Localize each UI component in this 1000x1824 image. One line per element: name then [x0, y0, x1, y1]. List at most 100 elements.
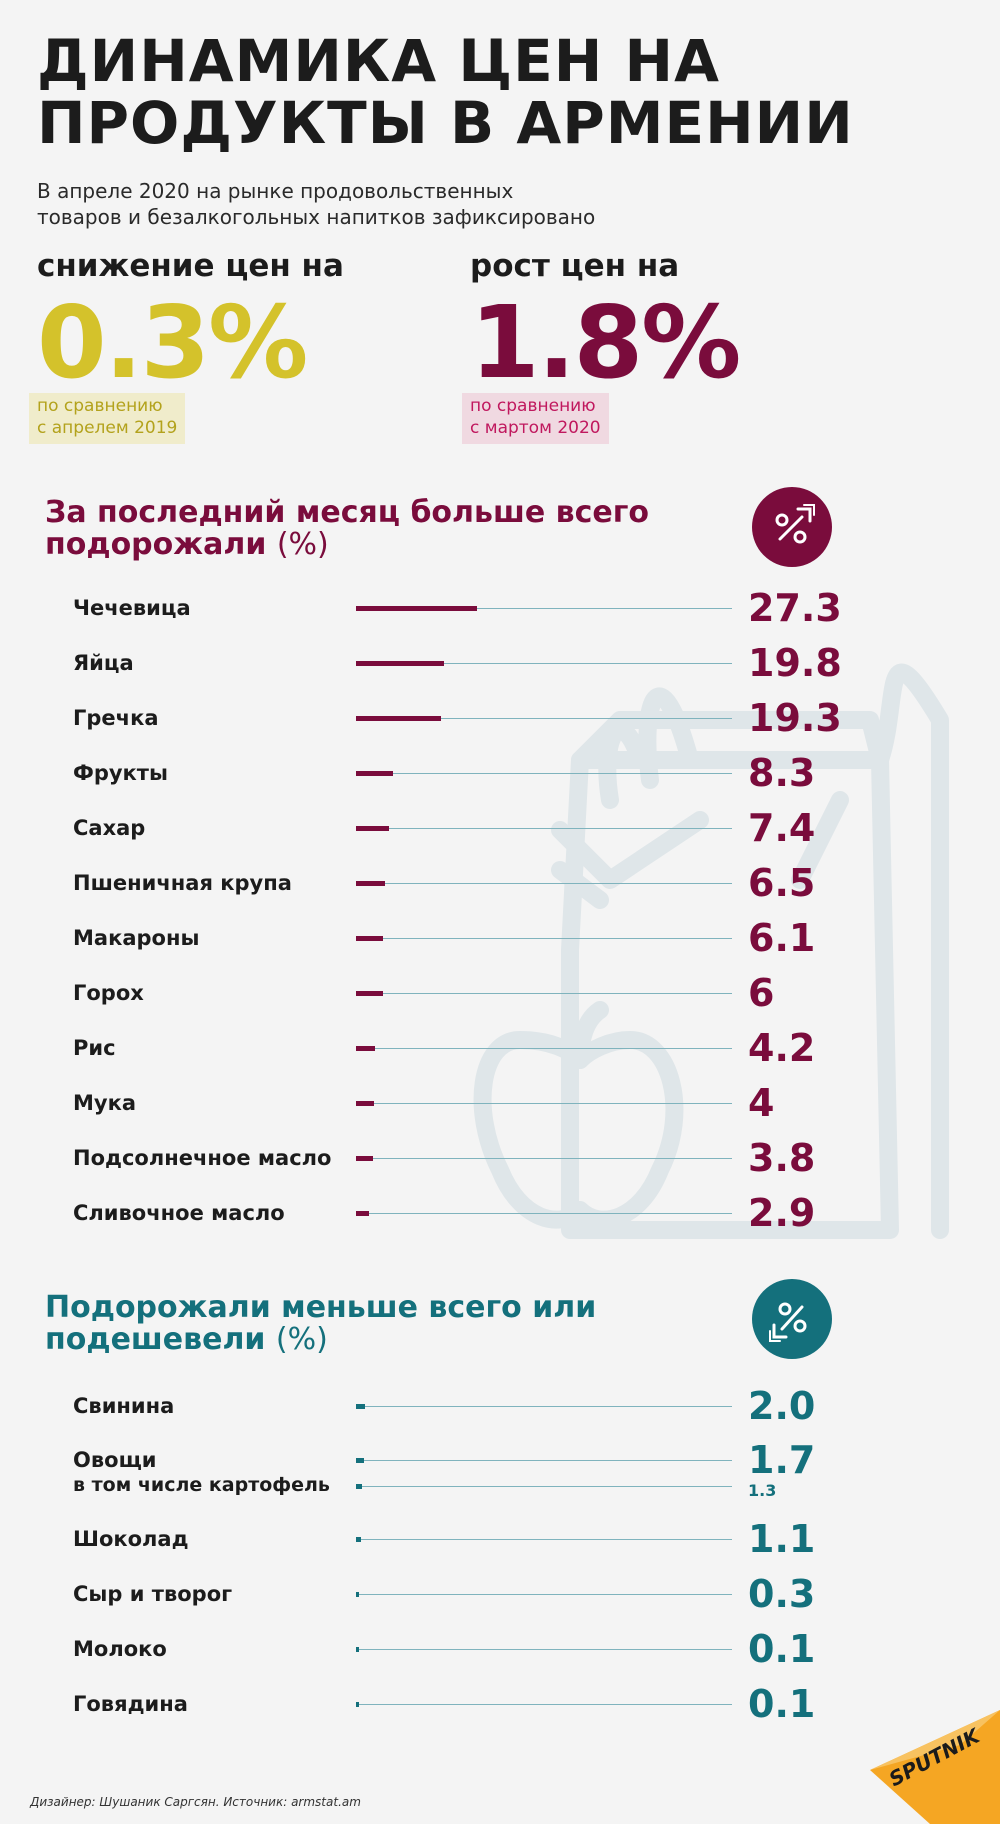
category-label: Фрукты [73, 761, 168, 785]
kpi-decrease-note: по сравнению с апрелем 2019 [29, 393, 186, 444]
value-label: 2.0 [748, 1384, 816, 1428]
category-label: Яйца [73, 651, 134, 675]
category-label: Свинина [73, 1394, 175, 1418]
bar [356, 1702, 359, 1707]
percent-down-icon [752, 1279, 832, 1359]
bar [356, 771, 393, 776]
guide-line [356, 718, 732, 719]
category-label: Рис [73, 1036, 116, 1060]
section-down-title-line-2: подешевели [45, 1322, 266, 1357]
bar [356, 1046, 375, 1051]
guide-line [356, 1486, 732, 1487]
category-label: Макароны [73, 926, 200, 950]
value-label: 1.1 [748, 1517, 816, 1561]
section-up-title-line-1: За последний месяц больше всего [45, 495, 650, 530]
guide-line [356, 1704, 732, 1705]
kpi-decrease-note-line-2: с апрелем 2019 [37, 418, 178, 438]
kpi-increase-value: 1.8% [470, 284, 741, 401]
guide-line [356, 663, 732, 664]
section-down-title: Подорожали меньше всего или подешевели (… [45, 1292, 695, 1356]
guide-line [356, 1048, 732, 1049]
page-subtitle: В апреле 2020 на рынке продовольственных… [37, 178, 737, 230]
value-label: 4.2 [748, 1026, 816, 1070]
value-label: 4 [748, 1081, 775, 1125]
category-label: Сыр и творог [73, 1582, 233, 1606]
kpi-increase-note-line-1: по сравнению [470, 396, 596, 416]
value-label: 0.3 [748, 1572, 816, 1616]
footer-credit: Дизайнер: Шушаник Саргсян. Источник: arm… [30, 1795, 361, 1809]
bar [356, 1537, 361, 1542]
bar [356, 661, 444, 666]
category-label: Сахар [73, 816, 146, 840]
category-label: Чечевица [73, 596, 191, 620]
bar [356, 606, 477, 611]
kpi-decrease-label: снижение цен на [37, 248, 344, 284]
guide-line [356, 773, 732, 774]
guide-line [356, 1213, 732, 1214]
bar [356, 1101, 374, 1106]
category-label: Овощи [73, 1448, 157, 1472]
category-label: Пшеничная крупа [73, 871, 292, 895]
bar [356, 826, 389, 831]
category-label: Гречка [73, 706, 159, 730]
value-label: 6 [748, 971, 775, 1015]
value-label: 2.9 [748, 1191, 816, 1235]
category-label: Говядина [73, 1692, 188, 1716]
bar [356, 881, 385, 886]
value-label: 6.1 [748, 916, 816, 960]
guide-line [356, 993, 732, 994]
guide-line [356, 1539, 732, 1540]
title-line-1: ДИНАМИКА ЦЕН НА [37, 27, 720, 95]
section-up-title-line-2: подорожали [45, 527, 267, 562]
section-up-title: За последний месяц больше всего подорожа… [45, 497, 695, 561]
category-label: Молоко [73, 1637, 167, 1661]
guide-line [356, 1460, 732, 1461]
value-label: 19.3 [748, 696, 842, 740]
category-label: Мука [73, 1091, 137, 1115]
section-down-title-line-1: Подорожали меньше всего или [45, 1290, 597, 1325]
guide-line [356, 1594, 732, 1595]
category-label: в том числе картофель [73, 1474, 330, 1496]
guide-line [356, 828, 732, 829]
guide-line [356, 1406, 732, 1407]
value-label: 6.5 [748, 861, 816, 905]
bar [356, 1647, 359, 1652]
kpi-decrease-note-line-1: по сравнению [37, 396, 163, 416]
section-down-unit: (%) [275, 1322, 328, 1357]
guide-line [356, 1158, 732, 1159]
bar [356, 1156, 373, 1161]
category-label: Горох [73, 981, 144, 1005]
subtitle-line-2: товаров и безалкогольных напитков зафикс… [37, 205, 596, 229]
section-up-unit: (%) [276, 527, 329, 562]
guide-line [356, 938, 732, 939]
guide-line [356, 883, 732, 884]
category-label: Подсолнечное масло [73, 1146, 332, 1170]
bar [356, 936, 383, 941]
bar [356, 1211, 369, 1216]
percent-up-icon-glyph [775, 504, 815, 544]
value-label: 3.8 [748, 1136, 816, 1180]
page-title: ДИНАМИКА ЦЕН НА ПРОДУКТЫ В АРМЕНИИ [37, 30, 937, 154]
bar [356, 716, 442, 721]
guide-line [356, 1103, 732, 1104]
guide-line [356, 1649, 732, 1650]
bar [356, 991, 383, 996]
value-label: 0.1 [748, 1627, 816, 1671]
value-label: 27.3 [748, 586, 842, 630]
bar [356, 1592, 359, 1597]
percent-up-icon [752, 487, 832, 567]
bar [356, 1484, 362, 1489]
guide-line [356, 608, 732, 609]
percent-down-icon-glyph [769, 1302, 807, 1342]
kpi-increase-label: рост цен на [470, 248, 680, 284]
value-label: 1.3 [748, 1481, 777, 1500]
value-label: 19.8 [748, 641, 842, 685]
bar [356, 1404, 365, 1409]
value-label: 0.1 [748, 1682, 816, 1726]
kpi-increase-note-line-2: с мартом 2020 [470, 418, 601, 438]
title-line-2: ПРОДУКТЫ В АРМЕНИИ [37, 89, 854, 157]
bar [356, 1458, 364, 1463]
kpi-increase-note: по сравнению с мартом 2020 [462, 393, 609, 444]
value-label: 7.4 [748, 806, 816, 850]
